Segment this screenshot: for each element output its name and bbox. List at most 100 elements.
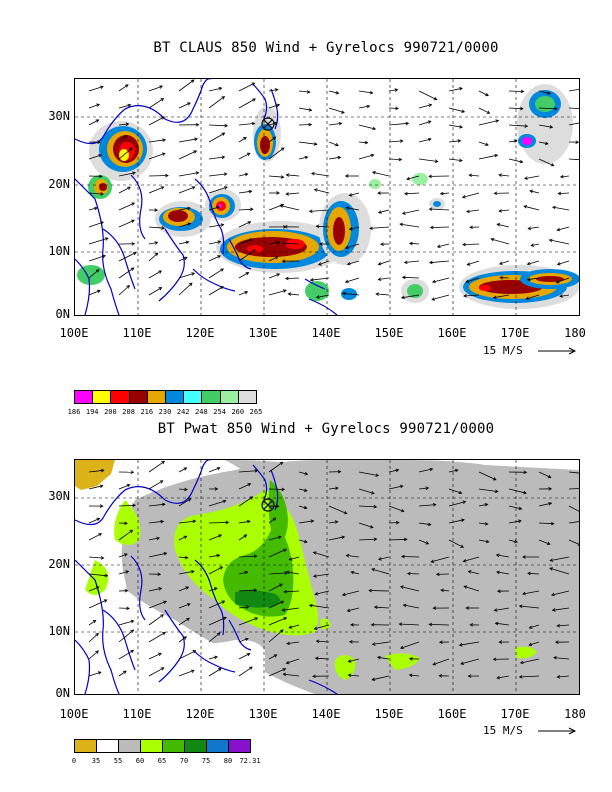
panel2-title: BT Pwat 850 Wind + Gyrelocs 990721/0000 xyxy=(157,421,495,437)
wind-vector xyxy=(508,505,522,510)
wind-vector xyxy=(88,192,104,195)
wind-vector-head xyxy=(548,238,553,243)
wind-vector xyxy=(309,209,330,212)
wind-vector-head xyxy=(344,174,349,178)
wind-vector xyxy=(298,539,308,543)
wind-vector xyxy=(118,104,131,109)
wind-vector-head xyxy=(158,287,163,291)
wind-vector-head xyxy=(313,626,318,630)
wind-vector xyxy=(208,206,220,211)
wind-vector xyxy=(268,548,287,558)
lon-label: 170E xyxy=(500,326,530,340)
wind-vector xyxy=(568,471,579,474)
wind-vector xyxy=(522,590,540,595)
wind-vector-head xyxy=(253,588,258,592)
wind-vector xyxy=(118,649,134,660)
wind-vector xyxy=(208,632,221,643)
wind-vector xyxy=(358,471,379,476)
lat-label: 20N xyxy=(48,557,70,571)
wind-vector xyxy=(178,467,187,473)
colorbar-swatch xyxy=(219,390,239,404)
wind-vector-head xyxy=(158,652,162,656)
wind-vector xyxy=(316,225,330,228)
wind-vector-head xyxy=(549,567,553,571)
wind-vector xyxy=(560,175,570,178)
wind-vector-head xyxy=(159,480,164,484)
wind-vector xyxy=(88,290,101,296)
wind-vector xyxy=(478,522,488,525)
wind-vector-head xyxy=(373,537,378,541)
wind-vector-head xyxy=(249,238,254,242)
wind-vector xyxy=(268,122,278,126)
wind-vector xyxy=(289,556,300,560)
colorbar-tick-label: 80 xyxy=(223,757,233,765)
wind-vector-head xyxy=(157,572,162,577)
gyre-location-marker xyxy=(261,117,275,131)
wind-vector xyxy=(347,607,360,612)
wind-vector xyxy=(508,140,517,143)
wind-vector-head xyxy=(281,608,286,612)
wind-vector xyxy=(280,205,300,211)
wind-vector-head xyxy=(499,276,504,280)
wind-vector xyxy=(118,670,127,677)
wind-vector xyxy=(118,553,128,558)
wind-vector-head xyxy=(554,640,559,644)
wind-vector-head xyxy=(216,632,221,636)
wind-vector xyxy=(358,505,377,508)
lat-label: 20N xyxy=(48,177,70,191)
wind-vector xyxy=(418,121,431,126)
wind-vector-head xyxy=(100,556,105,560)
wind-vector-head xyxy=(124,589,129,593)
wind-vector xyxy=(178,150,197,160)
wind-vector-head xyxy=(371,171,376,175)
wind-vector-head xyxy=(556,227,561,232)
wind-vector xyxy=(460,658,480,665)
wind-vector xyxy=(148,614,164,626)
wind-vector-head xyxy=(275,504,280,509)
wind-vector-head xyxy=(221,155,226,160)
wind-vector-head xyxy=(190,570,195,574)
wind-vector-head xyxy=(124,553,128,557)
wind-vector-head xyxy=(485,142,489,146)
lon-label: 160E xyxy=(437,707,467,721)
wind-vector-head xyxy=(466,262,471,266)
colorbar-tick-label: 254 xyxy=(213,408,226,416)
wind-vector xyxy=(462,192,480,198)
wind-vector xyxy=(328,123,342,126)
wind-vector xyxy=(208,241,221,245)
wind-vector xyxy=(268,89,278,92)
wind-vector xyxy=(283,673,300,677)
wind-vector xyxy=(372,171,390,177)
wind-vector-head xyxy=(400,645,404,650)
wind-vector xyxy=(448,87,463,92)
wind-vector xyxy=(418,90,437,100)
wind-vector xyxy=(432,658,450,665)
wind-vector-head xyxy=(312,674,316,679)
wind-vector-head xyxy=(130,649,135,654)
wind-vector-head xyxy=(526,277,531,282)
wind-vector xyxy=(268,104,280,109)
wind-vector xyxy=(268,273,280,279)
wind-vector-head xyxy=(244,570,249,575)
wind-vector-head xyxy=(156,536,161,541)
wind-vector xyxy=(208,500,226,507)
wind-vector xyxy=(178,570,194,575)
wind-vector-head xyxy=(371,568,375,572)
wind-vector-head xyxy=(131,242,136,246)
wind-vector xyxy=(88,255,106,262)
wind-vector-head xyxy=(187,222,192,226)
wind-vector-head xyxy=(160,667,165,671)
wind-vector-head xyxy=(213,587,218,591)
wind-vector-head xyxy=(130,629,135,633)
wind-vector xyxy=(148,461,165,473)
wind-vector xyxy=(400,586,420,592)
wind-vector xyxy=(298,505,307,509)
wind-vector-head xyxy=(522,555,526,559)
wind-vector-head xyxy=(104,573,109,578)
wind-vector-head xyxy=(548,487,553,491)
wind-vector xyxy=(238,221,251,228)
wind-vector-head xyxy=(548,502,553,506)
wind-vector-head xyxy=(162,138,167,142)
wind-vector xyxy=(286,571,300,575)
wind-vector xyxy=(118,252,137,262)
